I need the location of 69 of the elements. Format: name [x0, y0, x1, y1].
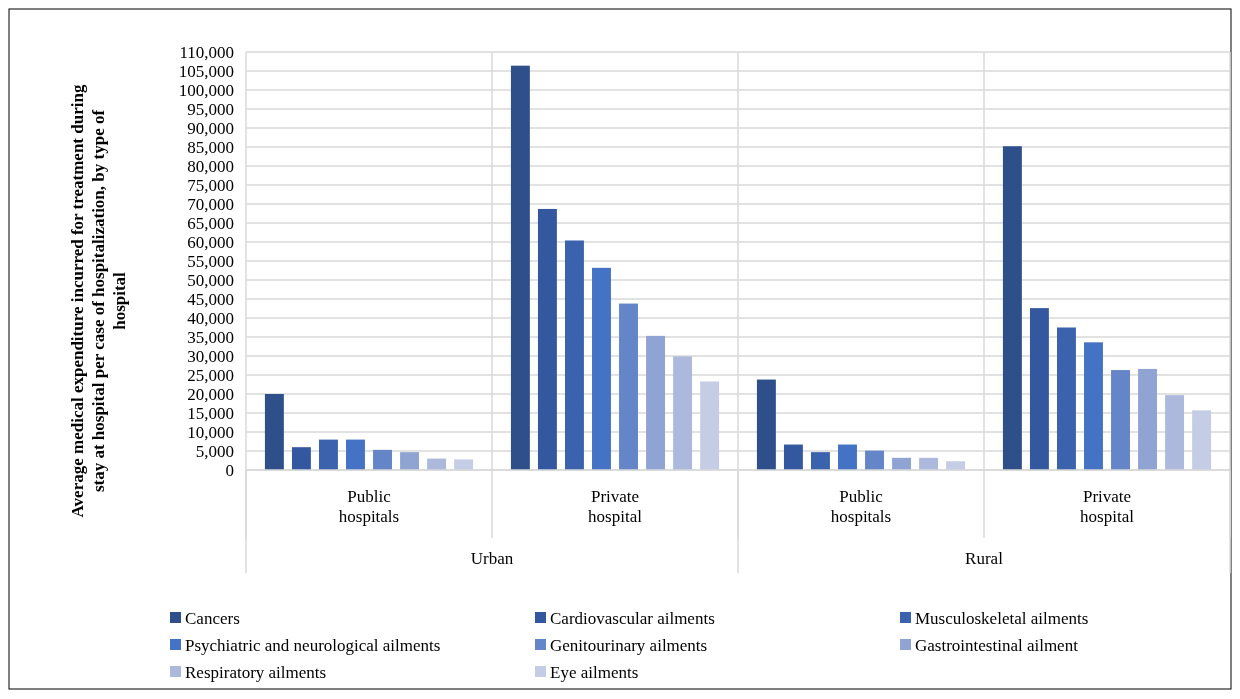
bar — [318, 439, 338, 470]
bar — [865, 450, 884, 470]
bar — [1029, 308, 1049, 470]
y-tick-label: 95,000 — [187, 99, 234, 119]
legend-label: Eye ailments — [550, 662, 639, 682]
legend-label: Genitourinary ailments — [550, 635, 708, 655]
bar — [510, 65, 530, 470]
legend-label: Cancers — [185, 608, 240, 628]
y-tick-label: 60,000 — [187, 232, 234, 252]
legend-label: Cardiovascular ailments — [550, 608, 715, 628]
y-tick-label: 105,000 — [178, 61, 234, 81]
bar — [291, 447, 311, 470]
y-tick-label: 55,000 — [187, 251, 234, 271]
bar — [400, 452, 420, 470]
legend-label: Psychiatric and neurological ailments — [185, 635, 441, 655]
y-tick-label: 35,000 — [187, 327, 234, 347]
bar — [810, 452, 830, 470]
y-tick-label: 70,000 — [187, 194, 234, 214]
bar — [1002, 146, 1022, 470]
y-tick-label: 10,000 — [187, 422, 234, 442]
y-tick-label: 65,000 — [187, 213, 234, 233]
y-tick-label: 85,000 — [187, 137, 234, 157]
y-tick-label: 20,000 — [187, 384, 234, 404]
text: Rural — [965, 549, 1004, 568]
x-tick-label: Public hospitals — [338, 487, 400, 526]
y-tick-label: 5,000 — [195, 441, 234, 461]
bar — [1165, 395, 1185, 470]
legend-label: Respiratory ailments — [185, 662, 327, 682]
y-tick-label: 100,000 — [178, 80, 234, 100]
bar — [892, 457, 912, 470]
bar — [1111, 370, 1130, 470]
bar — [946, 461, 966, 470]
y-tick-label: 45,000 — [187, 289, 234, 309]
bar — [346, 439, 365, 470]
bar — [783, 444, 803, 470]
bar — [1084, 342, 1103, 470]
bar — [700, 381, 720, 470]
bar — [756, 379, 776, 470]
bar — [373, 449, 392, 470]
y-axis-title: Average medical expenditure incurred for treatment during stay at hospital per case of hospitalization, by type of hospital — [68, 84, 129, 518]
bar — [454, 459, 474, 470]
bar — [646, 335, 666, 470]
y-tick-label: 40,000 — [187, 308, 234, 328]
x-tick-label: Private hospital — [1080, 487, 1135, 526]
y-tick-label: 75,000 — [187, 175, 234, 195]
bar — [537, 208, 557, 470]
y-tick-label: 15,000 — [187, 403, 234, 423]
bar — [564, 240, 584, 470]
y-tick-label: 80,000 — [187, 156, 234, 176]
bar — [592, 267, 611, 470]
text: Urban — [470, 549, 514, 568]
legend-label: Musculoskeletal ailments — [915, 608, 1089, 628]
x-tick-label: Public hospitals — [830, 487, 892, 526]
x-tick-label: Private hospital — [588, 487, 643, 526]
y-tick-label: 90,000 — [187, 118, 234, 138]
legend-label: Gastrointestinal ailment — [915, 635, 1079, 655]
bar — [838, 444, 857, 470]
bar — [264, 394, 284, 470]
y-tick-label: 30,000 — [187, 346, 234, 366]
bar — [919, 457, 939, 470]
y-tick-label: 25,000 — [187, 365, 234, 385]
y-tick-label: 50,000 — [187, 270, 234, 290]
y-tick-label: 110,000 — [179, 42, 234, 62]
bar — [1056, 327, 1076, 470]
y-tick-label: 0 — [225, 460, 234, 480]
bar — [673, 356, 693, 470]
bar — [1192, 410, 1212, 470]
bar — [619, 303, 638, 470]
bar — [1138, 368, 1158, 470]
